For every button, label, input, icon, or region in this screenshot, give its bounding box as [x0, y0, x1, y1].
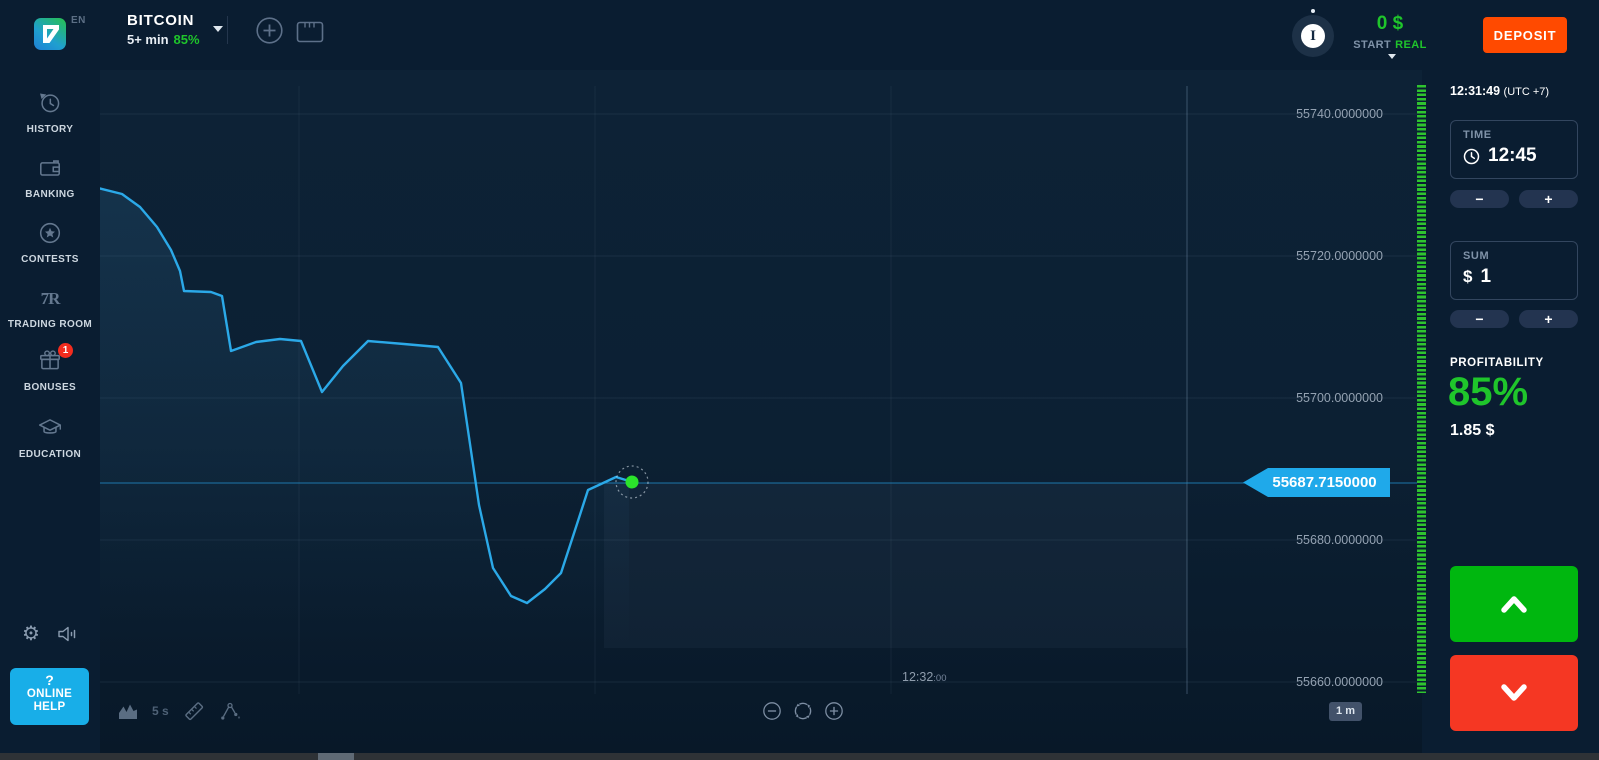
- top-bar: EN BITCOIN 5+ min 85% I 0 $ START REAL DEP…: [0, 0, 1599, 70]
- call-up-button[interactable]: [1450, 566, 1578, 642]
- indicators-icon[interactable]: [219, 701, 241, 721]
- asset-name: BITCOIN: [127, 12, 195, 29]
- balance-amount: 0 $: [1376, 13, 1404, 34]
- settings-gear-icon[interactable]: ⚙: [22, 623, 40, 645]
- graduation-cap-icon: [37, 415, 63, 441]
- sidebar-item-contests[interactable]: CONTESTS: [0, 220, 100, 265]
- left-sidebar: HISTORY BANKING CONTESTS 7R TRADING ROOM…: [0, 70, 100, 760]
- asset-payout: 85%: [173, 32, 200, 47]
- time-field-label: TIME: [1463, 129, 1492, 141]
- chart-zoom-controls: [762, 701, 844, 721]
- info-icon[interactable]: I: [1292, 9, 1334, 57]
- app-logo[interactable]: [34, 18, 66, 50]
- svg-text:55680.0000000: 55680.0000000: [1296, 533, 1383, 547]
- server-clock: 12:31:49: [1450, 84, 1501, 98]
- sidebar-item-history[interactable]: HISTORY: [0, 90, 100, 135]
- svg-text:55660.0000000: 55660.0000000: [1296, 675, 1383, 689]
- sidebar-item-banking[interactable]: BANKING: [0, 155, 100, 200]
- account-type-label: REAL: [1395, 39, 1427, 51]
- profitability-label: PROFITABILITY: [1450, 357, 1544, 369]
- bonuses-badge: 1: [58, 343, 73, 358]
- asset-selector[interactable]: BITCOIN 5+ min 85%: [127, 12, 223, 47]
- sum-field[interactable]: SUM $ 1: [1450, 241, 1578, 300]
- svg-text:55720.0000000: 55720.0000000: [1296, 249, 1383, 263]
- chevron-down-icon: [213, 26, 223, 32]
- add-asset-icon[interactable]: [256, 17, 283, 44]
- info-dot: [1311, 9, 1315, 13]
- fit-view-icon[interactable]: [793, 701, 813, 721]
- trading-room-icon: 7R: [33, 285, 67, 311]
- language-label[interactable]: EN: [71, 15, 86, 26]
- chart-tabs-icon[interactable]: [296, 19, 324, 45]
- sum-value: 1: [1480, 266, 1492, 287]
- profitability-payout: 1.85 $: [1450, 422, 1495, 439]
- price-chart[interactable]: 55740.0000000 55720.0000000 55700.0000000 5…: [100, 70, 1422, 760]
- utc-offset: (UTC +7): [1503, 86, 1550, 98]
- clock-icon: [1463, 148, 1480, 165]
- horizontal-scrollbar[interactable]: [0, 753, 1599, 760]
- question-mark-icon: ?: [45, 672, 54, 688]
- start-label: START: [1353, 39, 1392, 51]
- visible-range-button[interactable]: 1 m: [1329, 702, 1362, 721]
- asset-duration: 5+ min: [127, 32, 169, 47]
- put-down-button[interactable]: [1450, 655, 1578, 731]
- gift-icon: 1: [37, 343, 73, 374]
- time-field[interactable]: TIME 12:45: [1450, 120, 1578, 179]
- svg-text:12:32:00: 12:32:00: [902, 670, 947, 684]
- chart-type-icon[interactable]: [118, 702, 138, 720]
- currency-symbol: $: [1463, 267, 1473, 286]
- zoom-out-icon[interactable]: [762, 701, 782, 721]
- sound-volume-icon[interactable]: [56, 622, 80, 646]
- zoom-in-icon[interactable]: [824, 701, 844, 721]
- chart-toolbar: 5 s: [118, 700, 241, 722]
- time-value: 12:45: [1488, 145, 1537, 166]
- star-circle-icon: [37, 220, 63, 246]
- online-help-button[interactable]: ? ONLINE HELP: [10, 668, 89, 725]
- sum-decrease-button[interactable]: −: [1450, 310, 1509, 328]
- time-decrease-button[interactable]: −: [1450, 190, 1509, 208]
- chevron-down-icon: [1388, 54, 1396, 59]
- candle-interval-label[interactable]: 5 s: [152, 704, 169, 718]
- chevron-up-icon: [1456, 593, 1572, 615]
- profitability-percent: 85%: [1448, 370, 1529, 414]
- svg-text:7R: 7R: [41, 289, 62, 308]
- horizontal-scrollbar-thumb[interactable]: [318, 753, 354, 760]
- sidebar-item-education[interactable]: EDUCATION: [0, 415, 100, 460]
- sum-increase-button[interactable]: +: [1519, 310, 1578, 328]
- sidebar-item-trading-room[interactable]: 7R TRADING ROOM: [0, 285, 100, 330]
- wallet-icon: [37, 155, 63, 181]
- trade-panel: 12:31:49 (UTC +7) TIME 12:45 − + SUM $ 1…: [1426, 70, 1599, 760]
- svg-text:55740.0000000: 55740.0000000: [1296, 107, 1383, 121]
- chevron-down-icon: [1456, 682, 1572, 704]
- time-increase-button[interactable]: +: [1519, 190, 1578, 208]
- svg-text:55700.0000000: 55700.0000000: [1296, 391, 1383, 405]
- ruler-icon[interactable]: [183, 700, 205, 722]
- sidebar-item-bonuses[interactable]: 1 BONUSES: [23, 343, 77, 393]
- history-icon: [37, 90, 63, 116]
- deposit-button[interactable]: DEPOSIT: [1483, 17, 1567, 53]
- header-divider: [227, 16, 228, 44]
- account-switcher[interactable]: 0 $ START REAL: [1348, 13, 1432, 63]
- time-progress-strip: [1417, 85, 1426, 693]
- current-price-tag: 55687.7150000: [1243, 468, 1390, 497]
- sum-field-label: SUM: [1463, 250, 1490, 262]
